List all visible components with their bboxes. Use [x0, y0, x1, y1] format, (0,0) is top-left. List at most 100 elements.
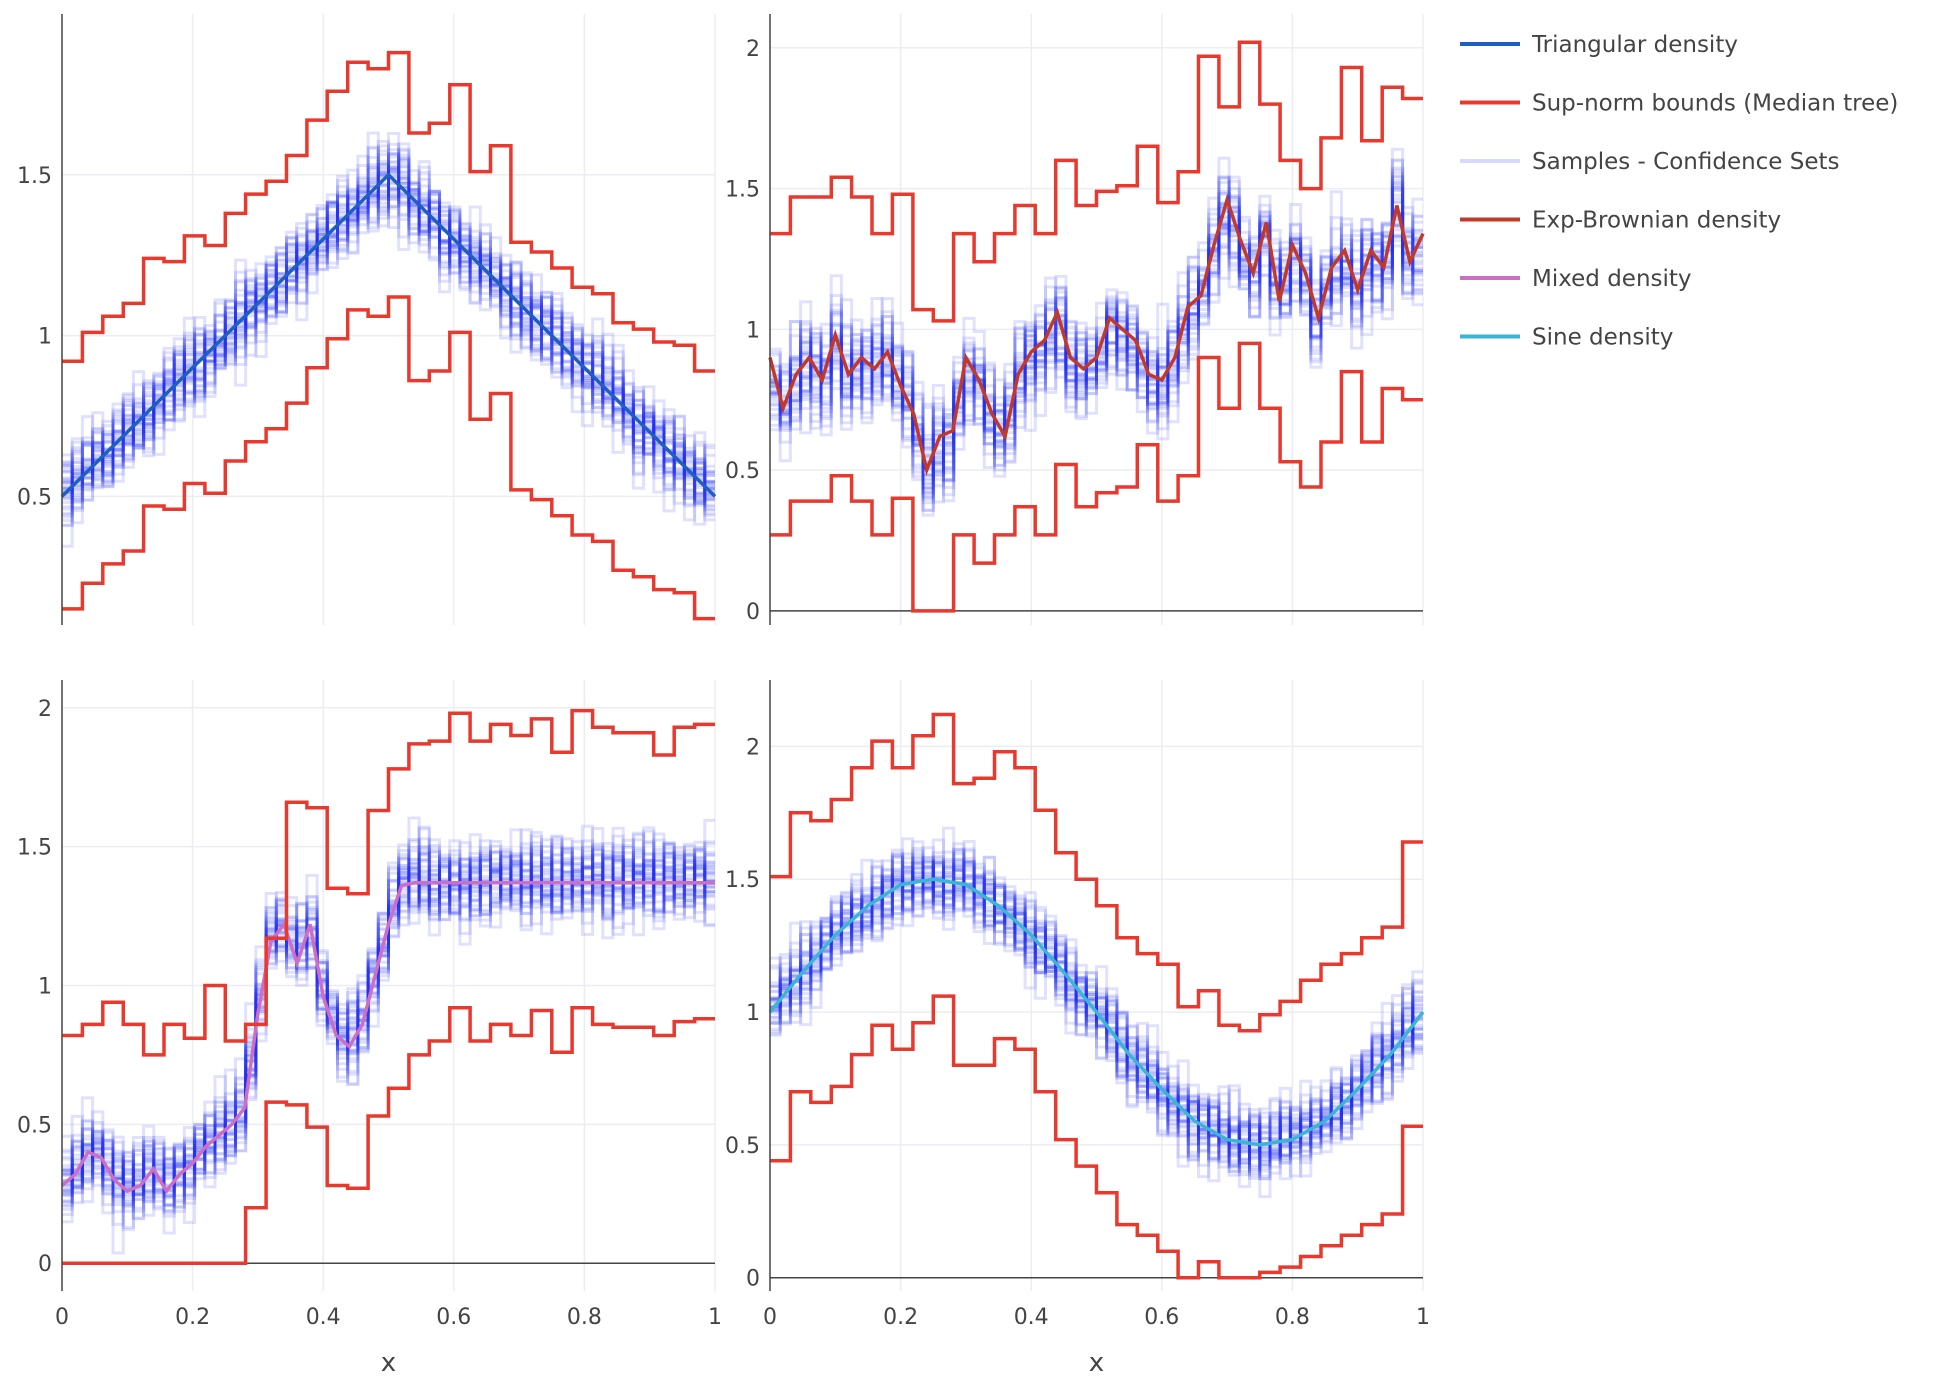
sample-step-line: [62, 824, 715, 1200]
sample-step-line: [62, 850, 715, 1193]
sample-step-line: [770, 181, 1423, 512]
true-density-line: [60, 880, 715, 1195]
sample-step-line: [62, 843, 715, 1255]
y-tick-label: 0: [746, 600, 760, 625]
sample-step-line: [62, 173, 715, 495]
sample-step-line: [770, 848, 1423, 1169]
true-density-line: [768, 877, 1425, 1147]
sample-step-line: [62, 172, 715, 505]
sample-step-line: [770, 156, 1423, 503]
sample-step-line: [62, 827, 715, 1217]
sample-step-line: [770, 855, 1423, 1160]
sample-step-line: [770, 838, 1423, 1183]
sample-step-line: [62, 839, 715, 1205]
sample-step-line: [62, 146, 715, 494]
sample-step-line: [62, 844, 715, 1220]
sample-step-line: [62, 842, 715, 1221]
sample-step-line: [770, 222, 1423, 444]
legend-label: Samples - Confidence Sets: [1532, 149, 1840, 175]
sample-step-line: [62, 835, 715, 1232]
gridlines: [62, 14, 716, 625]
upper-bound-line: [62, 708, 715, 1057]
sample-step-line: [62, 834, 715, 1235]
confidence-set-samples: [62, 131, 715, 548]
legend-item[interactable]: Mixed density: [1460, 266, 1692, 292]
sample-step-line: [770, 185, 1423, 465]
legend-label: Triangular density: [1531, 32, 1738, 58]
legend-label: Mixed density: [1532, 266, 1692, 292]
sample-step-line: [62, 166, 715, 508]
sample-step-line: [770, 826, 1423, 1169]
sample-step-line: [770, 218, 1423, 477]
legend-label: Exp-Brownian density: [1532, 208, 1781, 234]
legend-item[interactable]: Exp-Brownian density: [1460, 208, 1781, 234]
subplot-top-left: 0.5 1 1.5: [17, 14, 717, 625]
upper-bound-line: [62, 50, 715, 373]
sample-step-line: [770, 175, 1423, 499]
sample-step-line: [770, 852, 1423, 1165]
sample-step-line: [770, 204, 1423, 517]
sample-step-line: [62, 833, 715, 1207]
y-tick-label: 1.5: [17, 164, 52, 189]
sample-step-line: [770, 870, 1423, 1199]
x-tick-label: 0: [55, 1305, 69, 1330]
x-tick-label: 0.6: [436, 1305, 471, 1330]
sample-step-line: [62, 842, 715, 1215]
y-tick-label: 1.5: [725, 868, 760, 893]
sample-step-line: [62, 169, 715, 519]
legend-item[interactable]: Sup-norm bounds (Median tree): [1460, 91, 1898, 117]
legend-item[interactable]: Triangular density: [1460, 32, 1738, 58]
sample-step-line: [770, 852, 1423, 1177]
y-tick-label: 0: [38, 1252, 52, 1277]
sample-step-line: [770, 188, 1423, 495]
sample-step-line: [62, 181, 715, 506]
sample-step-line: [770, 859, 1423, 1161]
sample-step-line: [62, 164, 715, 504]
sample-step-line: [770, 166, 1423, 483]
true-density-line: [768, 193, 1425, 477]
sample-step-line: [770, 204, 1423, 512]
sample-step-line: [770, 179, 1423, 459]
sample-step-line: [770, 158, 1423, 470]
sample-step-line: [62, 147, 715, 522]
sample-step-line: [62, 131, 715, 517]
legend-item[interactable]: Sine density: [1460, 325, 1673, 351]
sample-step-line: [770, 228, 1423, 501]
sample-step-line: [770, 175, 1423, 485]
subplot-bottom-left: 0 0.5 1 1.5 2 0 0.2 0.4 0.6 0.8 1 x: [17, 680, 722, 1378]
sample-step-line: [770, 854, 1423, 1164]
sample-step-line: [770, 223, 1423, 454]
sample-step-line: [770, 868, 1423, 1157]
y-tick-label: 1.5: [17, 836, 52, 861]
y-tick-label: 1: [38, 975, 52, 1000]
sample-step-line: [62, 841, 715, 1203]
sample-step-line: [62, 160, 715, 502]
sample-step-line: [770, 865, 1423, 1168]
lower-bound-line: [62, 295, 715, 621]
subplot-bottom-right: 0 0.5 1 1.5 2 0 0.2 0.4 0.6 0.8 1 x: [725, 680, 1430, 1378]
y-tick-label: 0.5: [17, 1113, 52, 1138]
sample-step-line: [770, 186, 1423, 477]
sample-step-line: [62, 142, 715, 496]
sample-step-line: [770, 840, 1423, 1167]
sample-step-line: [62, 848, 715, 1204]
y-tick-label: 1: [746, 1001, 760, 1026]
upper-bound-line: [770, 40, 1423, 323]
legend-item[interactable]: Samples - Confidence Sets: [1460, 149, 1840, 175]
sample-step-line: [770, 855, 1423, 1164]
sample-step-line: [770, 176, 1423, 499]
sample-step-line: [62, 142, 715, 504]
sample-step-line: [62, 158, 715, 527]
sample-step-line: [770, 223, 1423, 456]
sample-step-line: [770, 214, 1423, 496]
y-tick-label: 2: [746, 735, 760, 760]
sample-step-line: [770, 847, 1423, 1173]
sample-step-line: [62, 163, 715, 488]
sample-step-line: [62, 182, 715, 528]
sample-step-line: [62, 846, 715, 1213]
lower-bound-line: [770, 341, 1423, 613]
sample-step-line: [770, 861, 1423, 1180]
sample-step-line: [770, 846, 1423, 1167]
sample-step-line: [770, 852, 1423, 1165]
sample-step-line: [62, 825, 715, 1209]
